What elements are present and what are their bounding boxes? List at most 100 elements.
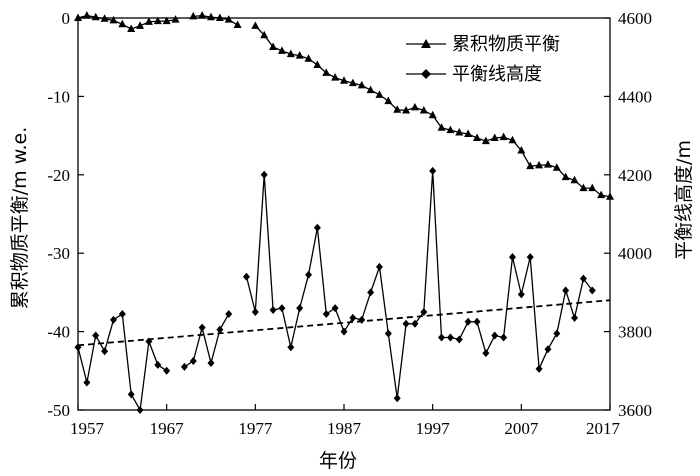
data-point: [597, 190, 606, 199]
data-point: [180, 362, 188, 371]
data-point: [561, 172, 570, 181]
data-point: [517, 145, 526, 154]
data-point: [331, 73, 340, 81]
data-point: [535, 160, 544, 169]
data-point: [446, 125, 455, 134]
data-point: [154, 360, 162, 369]
data-point: [101, 347, 109, 356]
data-point: [189, 357, 197, 365]
data-point: [348, 78, 357, 87]
y-left-tick-label: -20: [47, 166, 70, 185]
data-point: [136, 21, 145, 29]
data-point: [535, 364, 543, 373]
data-point: [508, 253, 516, 262]
data-point: [198, 323, 206, 332]
data-point: [260, 30, 269, 39]
data-point: [393, 394, 401, 403]
data-point: [92, 331, 100, 340]
data-point: [482, 349, 490, 358]
x-axis-title: 年份: [319, 450, 357, 472]
series-line: [77, 312, 168, 413]
data-point: [340, 327, 348, 336]
data-point: [375, 262, 383, 271]
x-tick-label: 1997: [416, 419, 451, 438]
y-right-tick-label: 4200: [618, 166, 652, 185]
x-tick-label: 1987: [327, 419, 362, 438]
data-point: [153, 16, 162, 25]
data-point: [375, 90, 384, 98]
data-point: [145, 337, 153, 346]
data-point: [277, 46, 286, 54]
data-point: [91, 12, 100, 21]
data-point: [109, 15, 118, 24]
data-point: [490, 133, 499, 141]
data-point: [224, 15, 233, 23]
data-point: [198, 11, 207, 19]
data-point: [225, 309, 233, 318]
data-point: [429, 166, 437, 175]
data-point: [74, 343, 82, 352]
y-left-tick-label: -10: [47, 87, 70, 106]
y-left-tick-label: -40: [47, 323, 70, 342]
data-point: [473, 133, 481, 141]
data-point: [278, 304, 286, 313]
data-point: [579, 183, 588, 192]
data-point: [446, 333, 454, 342]
data-point: [118, 19, 127, 28]
data-point: [579, 274, 587, 283]
data-point: [473, 317, 481, 326]
y-right-tick-label: 3800: [618, 323, 652, 342]
data-point: [517, 290, 525, 299]
y-left-tick-label: -30: [47, 244, 70, 263]
x-tick-label: 1967: [150, 419, 185, 438]
data-point: [331, 304, 339, 313]
y-right-tick-label: 4000: [618, 244, 652, 263]
y-left-tick-label: 0: [62, 9, 71, 28]
data-point: [162, 16, 171, 25]
data-point: [491, 331, 499, 340]
data-point: [216, 325, 224, 334]
data-point: [384, 96, 393, 105]
data-point: [313, 223, 321, 232]
data-point: [251, 308, 259, 316]
data-point: [136, 406, 144, 414]
data-point: [499, 132, 508, 141]
data-point: [100, 14, 109, 22]
data-point: [82, 11, 91, 19]
data-point: [118, 309, 126, 318]
data-point: [144, 17, 153, 25]
y-right-tick-label: 4600: [618, 9, 652, 28]
y-axis-left-title: 累积物质平衡/m w.e.: [9, 127, 31, 310]
data-point: [242, 272, 250, 281]
data-point: [269, 42, 278, 51]
data-point: [260, 170, 268, 179]
data-point: [508, 135, 517, 144]
legend-item-cumulative: 累积物质平衡: [406, 34, 560, 55]
data-point: [410, 102, 419, 111]
data-point: [207, 358, 215, 367]
data-point: [428, 110, 437, 119]
data-point: [269, 306, 277, 315]
data-point: [251, 21, 260, 29]
data-point: [562, 286, 570, 295]
data-point: [305, 270, 313, 279]
series-cumulative-mass-balance: [74, 11, 614, 200]
data-point: [304, 54, 313, 62]
data-point: [296, 304, 304, 313]
series-line: [245, 170, 593, 399]
data-point: [588, 286, 596, 295]
x-tick-label: 1977: [238, 419, 273, 438]
data-point: [588, 183, 597, 192]
y-axis-right-title: 平衡线高度/m: [673, 140, 695, 260]
data-point: [366, 85, 375, 94]
y-left-tick-label: -50: [47, 401, 70, 420]
data-point: [322, 309, 330, 318]
data-point: [83, 378, 91, 387]
data-point: [411, 319, 419, 328]
trendline: [77, 299, 611, 347]
legend-item-ela: 平衡线高度: [406, 64, 542, 85]
data-point: [127, 24, 136, 32]
data-point: [464, 317, 472, 326]
y-right-tick-label: 4400: [618, 87, 652, 106]
